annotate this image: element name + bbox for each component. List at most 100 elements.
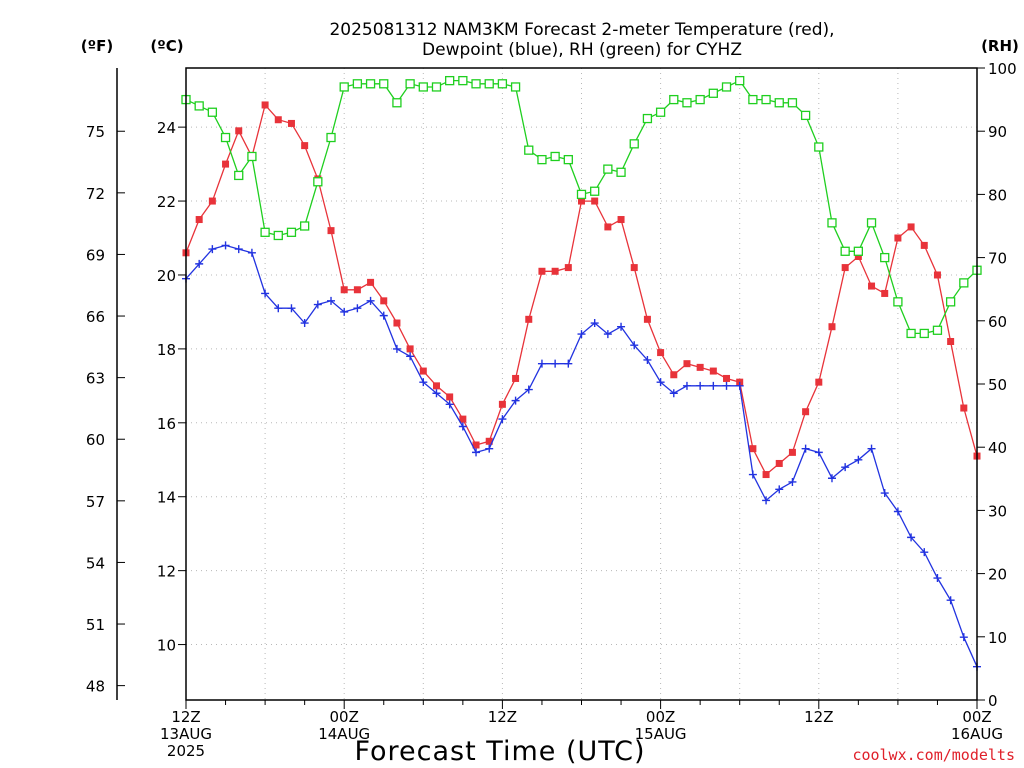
rh-point [721, 82, 732, 92]
rh-point [207, 107, 218, 117]
dewpoint-point [669, 389, 678, 398]
rh-tick-label: 0 [988, 692, 998, 710]
x-tick-label: 15AUG [635, 725, 687, 743]
rh-point [550, 151, 560, 162]
temperature-point [617, 216, 625, 224]
temperature-point [894, 234, 902, 242]
celsius-tick-label: 24 [157, 119, 176, 137]
temperature-point [208, 197, 216, 205]
temperature-point [274, 116, 282, 124]
temperature-point [406, 345, 414, 353]
dewpoint-point [445, 400, 454, 409]
dewpoint-point [814, 448, 823, 457]
rh-point [761, 94, 771, 105]
temperature-point [854, 252, 862, 260]
dewpoint-point [630, 341, 639, 350]
dewpoint-point [313, 300, 322, 309]
dewpoint-point [722, 381, 731, 390]
temperature-point [459, 415, 467, 423]
rh-point [458, 75, 468, 86]
temperature-point [446, 393, 454, 401]
rh-point [682, 98, 692, 108]
dewpoint-point [432, 389, 441, 398]
x-axis-label: Forecast Time (UTC) [354, 736, 645, 767]
rh-point [352, 79, 363, 89]
rh-point [299, 221, 310, 231]
rh-point [655, 107, 666, 117]
rh-point [563, 154, 573, 165]
rh-point [945, 297, 956, 307]
temperature-point [235, 127, 243, 135]
celsius-tick-label: 18 [157, 341, 176, 359]
fahrenheit-tick-label: 54 [86, 554, 105, 572]
rh-point [524, 145, 534, 155]
dewpoint-point [247, 248, 256, 257]
fahrenheit-unit-label: (ºF) [81, 37, 113, 55]
rh-tick-label: 70 [988, 250, 1007, 268]
rh-point [748, 94, 758, 105]
rh-point [365, 79, 376, 89]
rh-point [866, 218, 877, 228]
dewpoint-point [327, 296, 336, 305]
dewpoint-point [524, 385, 533, 394]
temperature-point [261, 101, 269, 109]
temperature-point [525, 315, 533, 323]
rh-point [392, 98, 402, 108]
celsius-tick-label: 22 [157, 193, 176, 211]
rh-tick-label: 50 [988, 376, 1007, 394]
temperature-point [802, 408, 810, 416]
x-tick-label: 00Z [330, 708, 359, 726]
dewpoint-point [893, 507, 902, 516]
rh-point [339, 82, 349, 92]
celsius-tick-label: 20 [157, 267, 176, 285]
temperature-point [643, 315, 651, 323]
series-layer [181, 75, 982, 671]
rh-point [247, 151, 257, 162]
rh-point [471, 79, 481, 89]
temperature-point [920, 241, 928, 249]
rh-point [510, 82, 521, 92]
temperature-point [657, 349, 665, 357]
dewpoint-point [537, 359, 546, 368]
temperature-point [696, 363, 704, 371]
rh-point [590, 186, 600, 196]
dewpoint-point [590, 319, 599, 328]
rh-point [405, 79, 415, 89]
rh-point [418, 82, 428, 92]
dewpoint-point [933, 574, 942, 583]
dewpoint-point [353, 304, 362, 313]
temperature-point [287, 119, 295, 127]
dewpoint-point [696, 381, 705, 390]
temperature-point [538, 267, 546, 275]
dewpoint-point [261, 289, 270, 298]
temperature-point [815, 378, 823, 386]
dewpoint-point [841, 463, 850, 472]
dewpoint-point [801, 444, 810, 453]
fahrenheit-tick-label: 48 [86, 678, 105, 696]
rh-point [484, 79, 494, 89]
rh-point [616, 167, 626, 177]
temperature-point [472, 441, 480, 449]
rh-point [286, 227, 297, 237]
dewpoint-point [775, 485, 784, 494]
temperature-point [604, 223, 612, 231]
fahrenheit-tick-label: 69 [86, 246, 105, 264]
dewpoint-point [603, 330, 612, 339]
dewpoint-point [498, 415, 507, 424]
celsius-unit-label: (ºC) [150, 37, 183, 55]
rh-point [880, 252, 890, 263]
dewpoint-point [195, 259, 204, 268]
rh-tick-label: 30 [988, 502, 1007, 520]
dewpoint-point [406, 352, 415, 361]
temperature-point [591, 197, 599, 205]
dewpoint-point [920, 548, 929, 557]
dewpoint-point [234, 245, 243, 254]
rh-point [893, 297, 903, 307]
rh-point [800, 110, 811, 121]
temperature-point [841, 264, 849, 272]
rh-point [537, 154, 547, 165]
rh-tick-label: 60 [988, 313, 1007, 331]
dewpoint-point [854, 455, 863, 464]
dewpoint-point [643, 355, 652, 364]
dewpoint-point [300, 319, 309, 328]
